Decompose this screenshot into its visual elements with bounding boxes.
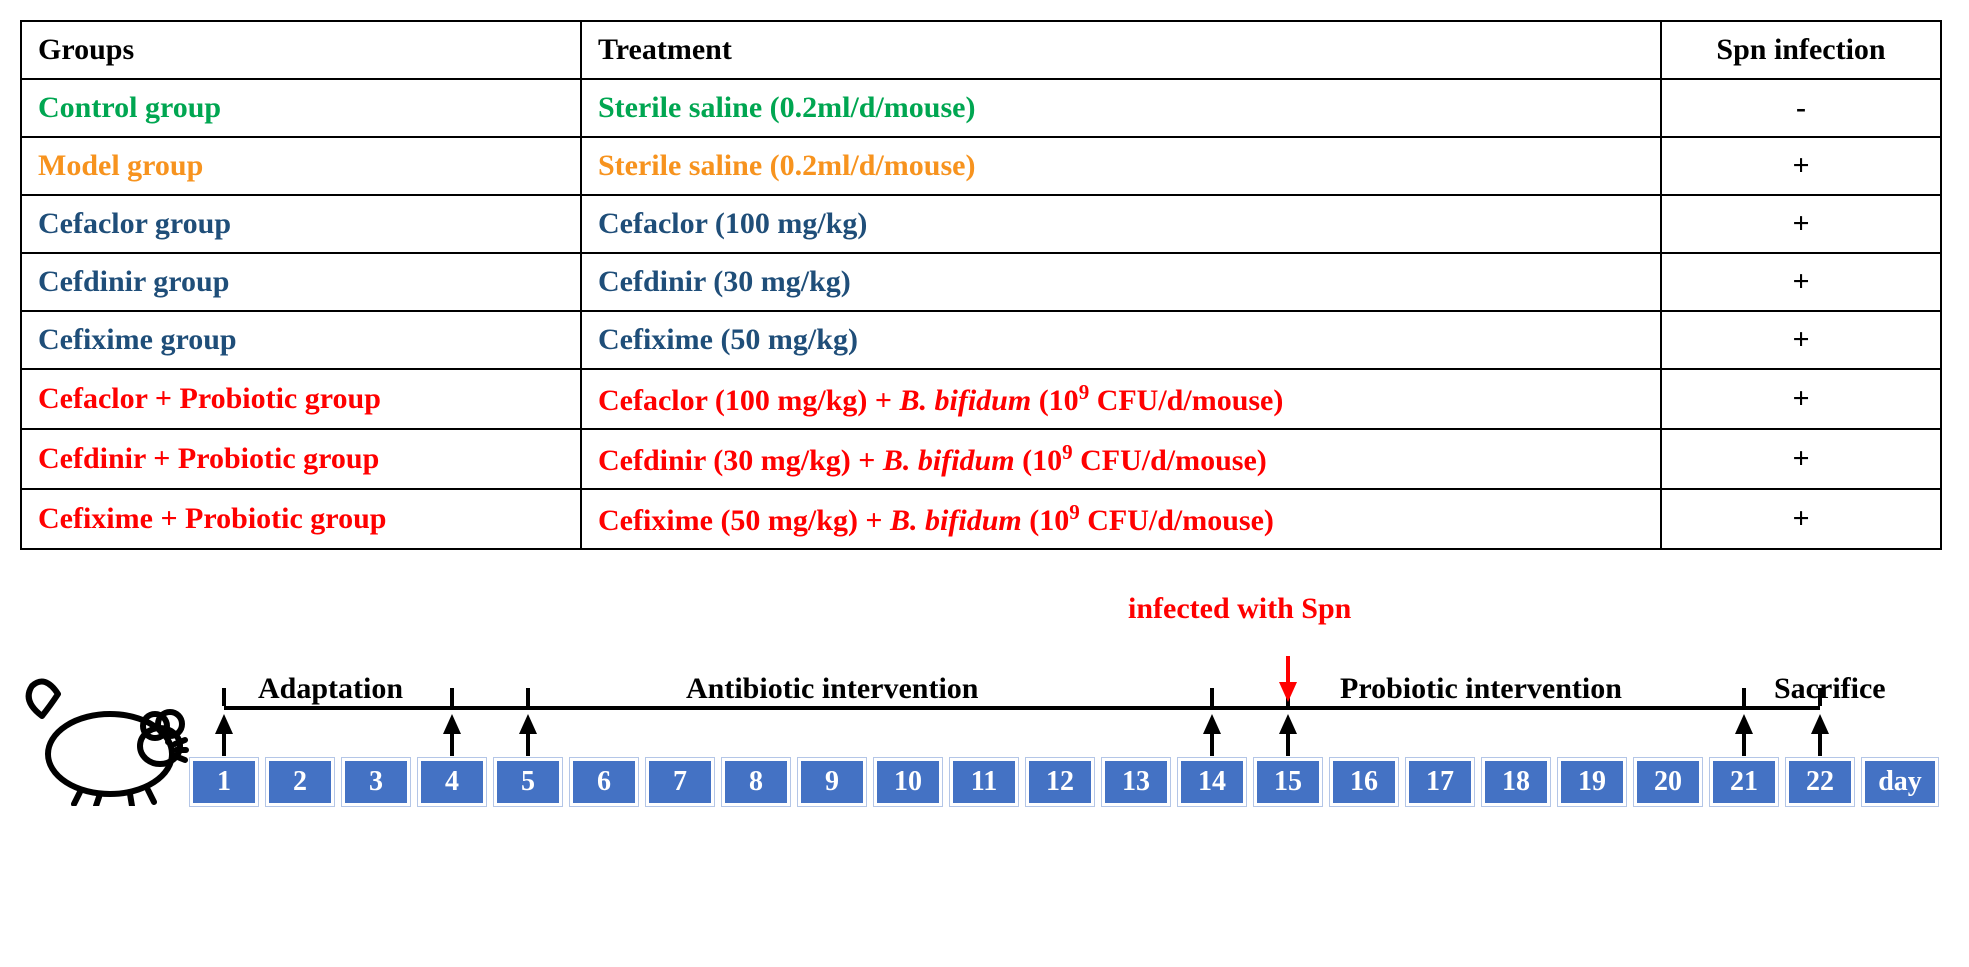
timeline: infected with Spn Adaptation Antibiotic i…: [20, 586, 1940, 806]
cell-group: Cefaclor group: [21, 195, 581, 253]
day-box: 4: [418, 758, 486, 806]
table-row: Cefixime + Probiotic groupCefixime (50 m…: [21, 489, 1941, 549]
day-box: 9: [798, 758, 866, 806]
cell-group: Cefdinir group: [21, 253, 581, 311]
day-box: 1: [190, 758, 258, 806]
header-groups: Groups: [21, 21, 581, 79]
cell-group: Control group: [21, 79, 581, 137]
header-spn: Spn infection: [1661, 21, 1941, 79]
up-arrow-icon: [519, 714, 537, 734]
cell-group: Cefixime + Probiotic group: [21, 489, 581, 549]
timeline-main-line: [224, 706, 1820, 710]
day-box: 8: [722, 758, 790, 806]
up-arrow-icon: [1735, 714, 1753, 734]
day-box: 15: [1254, 758, 1322, 806]
day-box: 11: [950, 758, 1018, 806]
day-box: 13: [1102, 758, 1170, 806]
infection-arrow-icon: [1279, 682, 1297, 702]
day-box: 5: [494, 758, 562, 806]
cell-spn: +: [1661, 253, 1941, 311]
day-box: 10: [874, 758, 942, 806]
phase-label: Antibiotic intervention: [686, 672, 979, 706]
day-box: 19: [1558, 758, 1626, 806]
up-arrow-icon: [1279, 714, 1297, 734]
cell-treatment: Cefixime (50 mg/kg): [581, 311, 1661, 369]
cell-spn: +: [1661, 195, 1941, 253]
day-box: 17: [1406, 758, 1474, 806]
cell-spn: -: [1661, 79, 1941, 137]
day-box: 12: [1026, 758, 1094, 806]
phase-label: Probiotic intervention: [1340, 672, 1622, 706]
day-box: 22: [1786, 758, 1854, 806]
cell-group: Cefdinir + Probiotic group: [21, 429, 581, 489]
table-row: Cefaclor + Probiotic groupCefaclor (100 …: [21, 369, 1941, 429]
cell-spn: +: [1661, 429, 1941, 489]
timeline-tick: [450, 688, 454, 706]
timeline-tick: [1742, 688, 1746, 706]
table-row: Cefaclor groupCefaclor (100 mg/kg)+: [21, 195, 1941, 253]
mouse-icon: [20, 676, 190, 806]
timeline-tick: [526, 688, 530, 706]
day-box: 14: [1178, 758, 1246, 806]
day-row: 12345678910111213141516171819202122day: [190, 758, 1938, 806]
cell-treatment: Sterile saline (0.2ml/d/mouse): [581, 137, 1661, 195]
timeline-tick: [222, 688, 226, 706]
day-box: 6: [570, 758, 638, 806]
cell-group: Model group: [21, 137, 581, 195]
cell-spn: +: [1661, 489, 1941, 549]
cell-group: Cefixime group: [21, 311, 581, 369]
header-treatment: Treatment: [581, 21, 1661, 79]
cell-treatment: Cefaclor (100 mg/kg) + B. bifidum (109 C…: [581, 369, 1661, 429]
cell-treatment: Cefdinir (30 mg/kg): [581, 253, 1661, 311]
table-row: Model groupSterile saline (0.2ml/d/mouse…: [21, 137, 1941, 195]
up-arrow-icon: [215, 714, 233, 734]
day-box: 3: [342, 758, 410, 806]
day-box: 20: [1634, 758, 1702, 806]
phase-label: Adaptation: [258, 672, 403, 706]
timeline-tick: [1210, 688, 1214, 706]
up-arrow-icon: [443, 714, 461, 734]
up-arrow-icon: [1203, 714, 1221, 734]
timeline-tick: [1818, 688, 1822, 706]
cell-group: Cefaclor + Probiotic group: [21, 369, 581, 429]
cell-treatment: Cefaclor (100 mg/kg): [581, 195, 1661, 253]
cell-spn: +: [1661, 137, 1941, 195]
table-row: Cefixime groupCefixime (50 mg/kg)+: [21, 311, 1941, 369]
day-box: 18: [1482, 758, 1550, 806]
table-row: Cefdinir groupCefdinir (30 mg/kg)+: [21, 253, 1941, 311]
cell-spn: +: [1661, 311, 1941, 369]
experiment-table: Groups Treatment Spn infection Control g…: [20, 20, 1942, 550]
table-header-row: Groups Treatment Spn infection: [21, 21, 1941, 79]
infected-label: infected with Spn: [1128, 592, 1351, 626]
day-label-box: day: [1862, 758, 1938, 806]
up-arrow-icon: [1811, 714, 1829, 734]
day-box: 21: [1710, 758, 1778, 806]
day-box: 2: [266, 758, 334, 806]
table-row: Control groupSterile saline (0.2ml/d/mou…: [21, 79, 1941, 137]
day-box: 7: [646, 758, 714, 806]
cell-treatment: Cefdinir (30 mg/kg) + B. bifidum (109 CF…: [581, 429, 1661, 489]
day-box: 16: [1330, 758, 1398, 806]
cell-treatment: Cefixime (50 mg/kg) + B. bifidum (109 CF…: [581, 489, 1661, 549]
cell-spn: +: [1661, 369, 1941, 429]
table-row: Cefdinir + Probiotic groupCefdinir (30 m…: [21, 429, 1941, 489]
cell-treatment: Sterile saline (0.2ml/d/mouse): [581, 79, 1661, 137]
phase-label: Sacrifice: [1774, 672, 1886, 706]
